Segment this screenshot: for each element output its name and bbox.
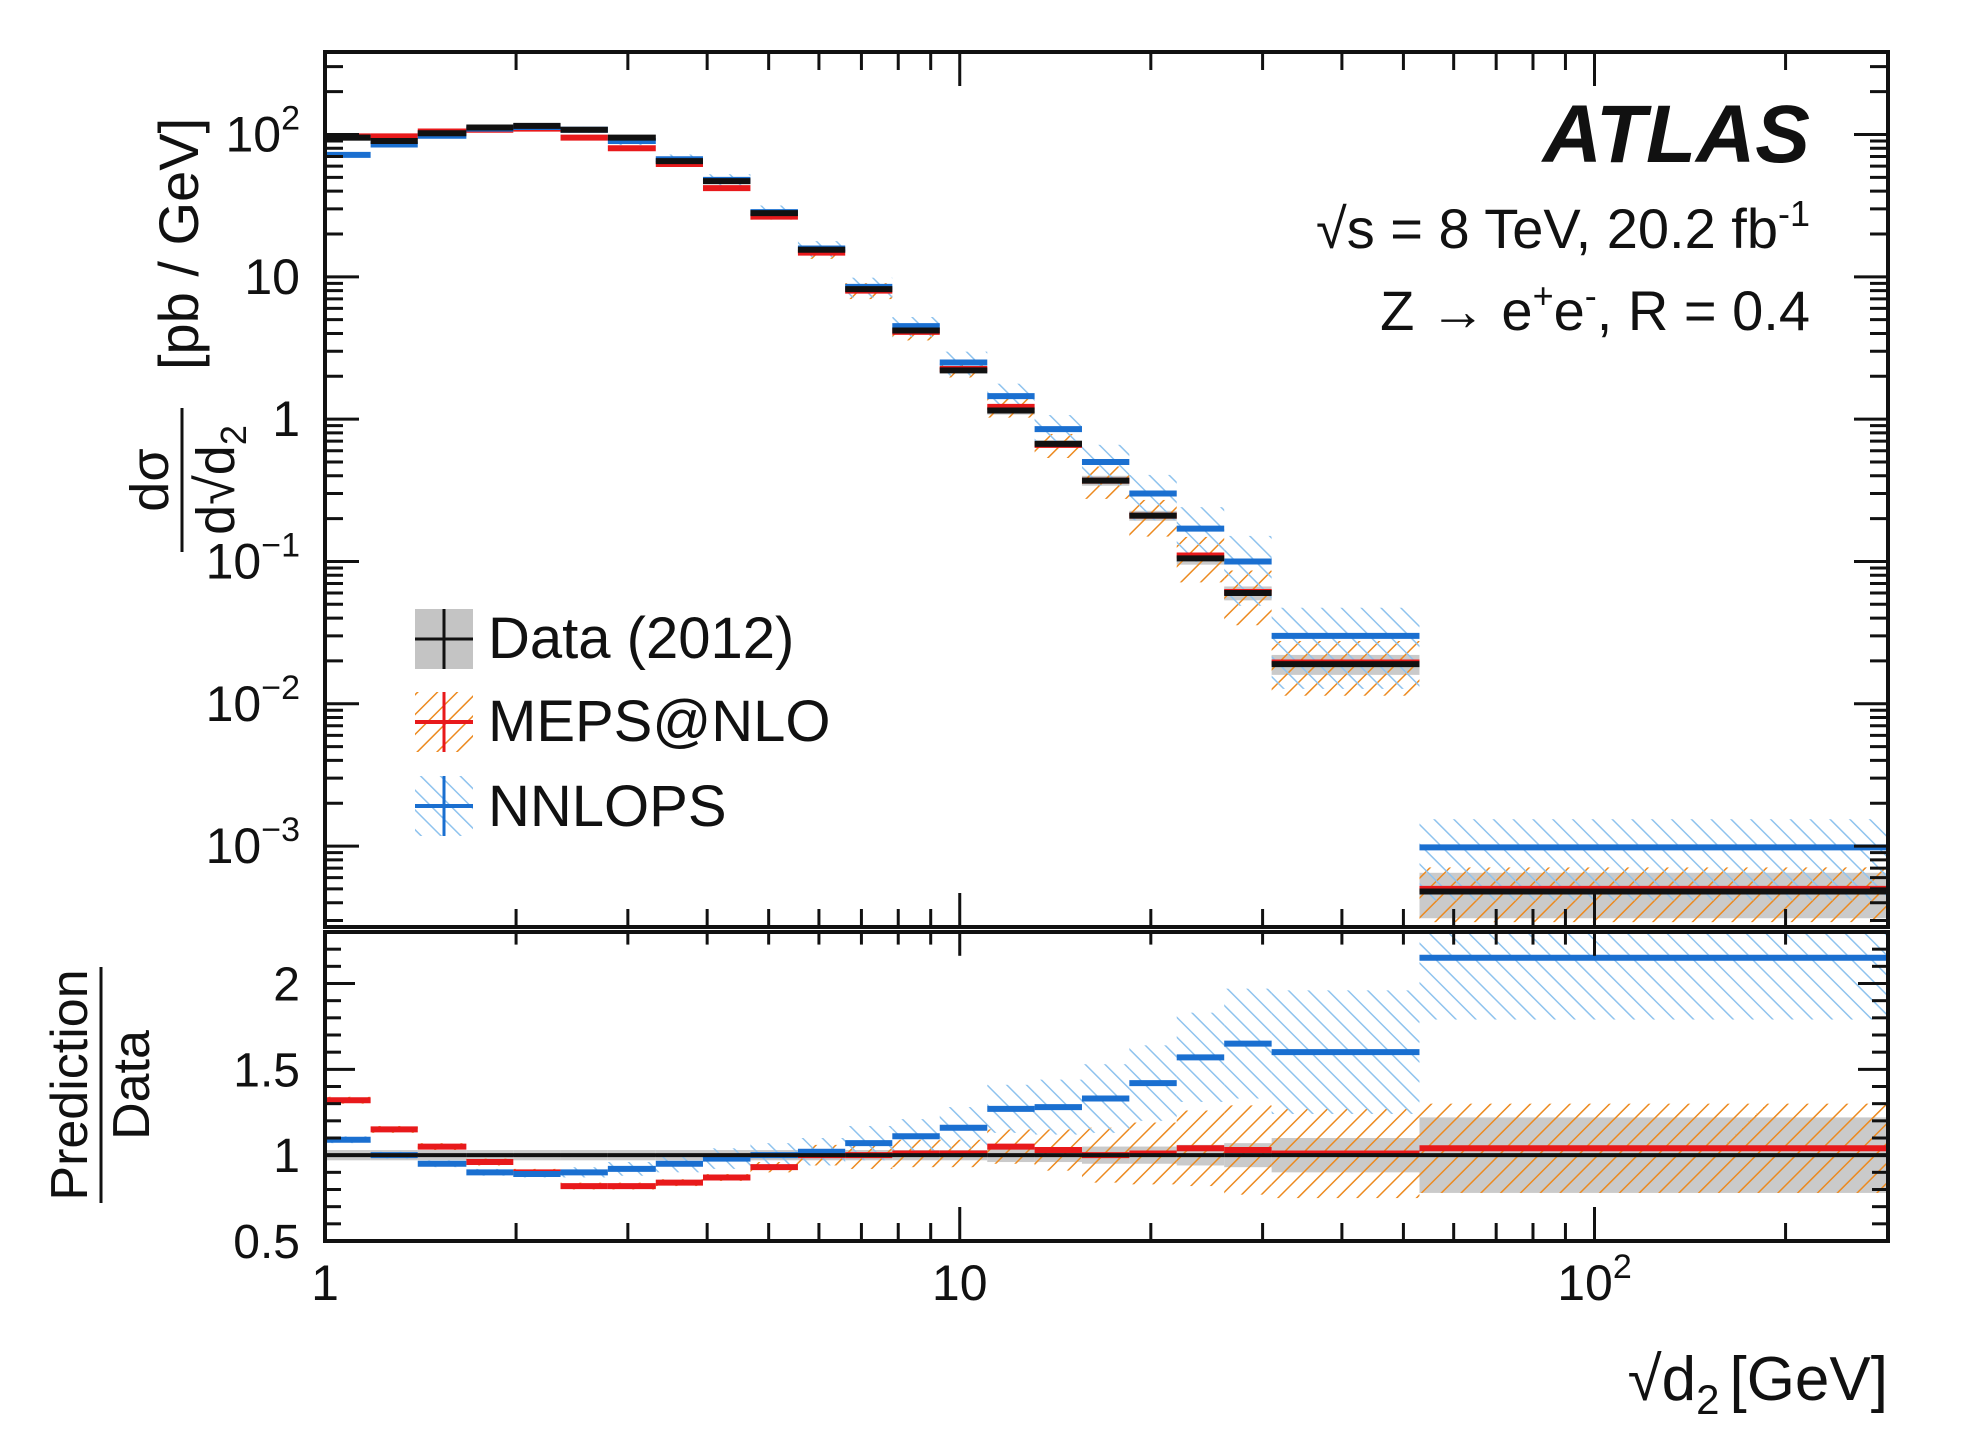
legend-label-nnlops: NNLOPS [488,774,727,839]
ratio-frame [323,930,1890,1243]
ratio-y-axis-label: Prediction Data [41,967,161,1203]
y-axis-label-denominator: d√d2 [186,425,254,535]
main-panel: 102 10 1 10−1 10−2 10−3 [206,50,1890,929]
y-axis-label-numerator: dσ [120,448,180,511]
main-frame [323,50,1890,929]
ratio-panel: 0.5 1 1.5 2 [233,930,1890,1269]
x-tick-label-0: 1 [311,1255,339,1311]
nnlops-main-band-bin-20 [1271,607,1420,689]
ratio-label-numerator: Prediction [41,969,99,1200]
x-tick-label-2: 102 [1557,1248,1632,1311]
nnlops-ratio-band-bin-21 [1419,932,1888,1020]
legend-label-data: Data (2012) [488,606,794,671]
process-label: Z → e+e-, R = 0.4 [1380,275,1810,342]
y-tick-label-0: 102 [225,100,300,163]
y-axis-label-unit: [pb / GeV] [147,118,210,370]
ratio-y-tick-label-3: 2 [273,959,300,1012]
legend-label-meps: MEPS@NLO [488,689,831,754]
ratio-label-denominator: Data [103,1030,161,1140]
y-axis-label: dσ d√d2 [pb / GeV] [120,118,254,552]
atlas-label: ATLAS [1541,89,1810,180]
y-tick-label-2: 1 [272,391,300,447]
ratio-y-tick-label-2: 1.5 [233,1044,300,1097]
y-tick-label-3: 10−1 [206,526,300,589]
y-tick-label-5: 10−3 [206,811,300,874]
x-tick-label-1: 10 [932,1255,988,1311]
ratio-y-tick-label-1: 1 [273,1130,300,1183]
y-tick-label-1: 10 [244,249,300,305]
legend-entry-meps: MEPS@NLO [415,689,831,754]
energy-label: √s = 8 TeV, 20.2 fb-1 [1316,193,1810,260]
ratio-y-tick-label-0: 0.5 [233,1216,300,1269]
legend-entry-nnlops: NNLOPS [415,774,727,839]
legend: Data (2012) MEPS@NLO NNLOPS [415,606,831,839]
y-tick-label-4: 10−2 [206,669,300,732]
legend-entry-data: Data (2012) [415,606,794,671]
x-axis-label: √d2 [GeV] [1628,1345,1888,1423]
